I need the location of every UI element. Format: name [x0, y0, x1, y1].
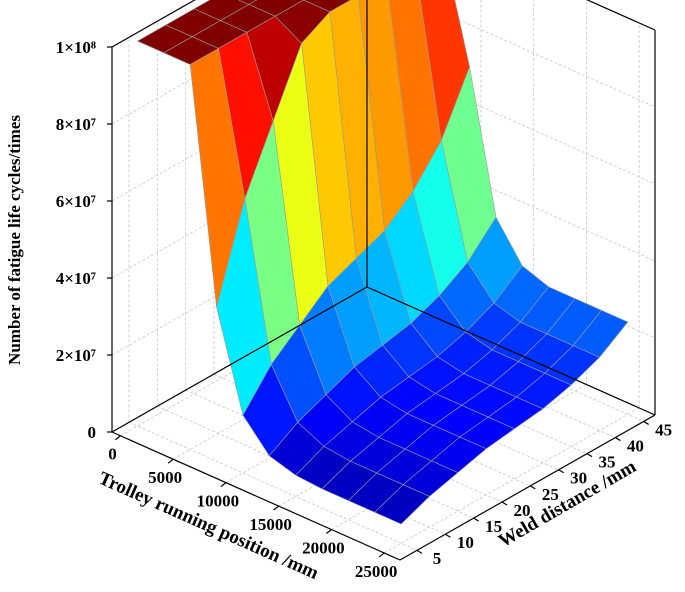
tick-mark — [273, 505, 280, 511]
tick-mark — [586, 453, 593, 458]
axes: 0 5000 10000 15000 20000 25000 5 10 15 20 25 30 35 40… — [56, 0, 672, 581]
z-tick-label: 1×10⁸ — [56, 38, 96, 57]
grid-line — [128, 421, 418, 551]
tick-mark — [615, 437, 621, 442]
x-tick-label: 5000 — [148, 468, 182, 487]
surface-cell — [374, 484, 431, 525]
tick-mark — [558, 469, 564, 474]
y-tick-label: 30 — [570, 469, 587, 488]
x-tick-label: 0 — [108, 445, 117, 464]
tick-mark — [501, 501, 508, 506]
tick-mark — [167, 458, 174, 464]
y-tick-label: 15 — [485, 517, 502, 536]
grid-line — [383, 407, 640, 554]
tick-mark — [378, 552, 385, 558]
z-tick-label: 0 — [88, 423, 97, 442]
x-tick-label: 25000 — [355, 562, 398, 581]
axis-edge — [399, 414, 656, 561]
tick-mark — [326, 529, 332, 534]
x-tick-label: 10000 — [197, 492, 240, 511]
y-tick-label: 5 — [433, 549, 442, 568]
tick-mark — [530, 485, 536, 490]
y-tick-label: 35 — [599, 453, 616, 472]
axis-edge — [111, 286, 368, 433]
tick-mark — [643, 420, 649, 425]
y-tick-label: 10 — [457, 533, 474, 552]
axis-edge — [111, 0, 196, 48]
y-tick-label: 45 — [655, 420, 672, 439]
tick-mark — [115, 435, 121, 441]
tick-mark — [220, 482, 227, 488]
y-tick-label: 40 — [627, 436, 644, 455]
z-axis-title: Number of fatigue life cycles/times — [5, 115, 24, 365]
tick-mark — [445, 533, 451, 538]
tick-mark — [416, 549, 423, 554]
z-tick-label: 8×10⁷ — [56, 115, 96, 134]
x-tick-label: 20000 — [302, 538, 345, 557]
y-tick-label: 20 — [514, 501, 531, 520]
x-tick-label: 15000 — [249, 515, 292, 534]
surface — [136, 0, 629, 525]
axis-edge — [366, 286, 656, 416]
z-tick-label: 6×10⁷ — [56, 192, 96, 211]
tick-mark — [473, 517, 479, 522]
axis-edge — [586, 0, 656, 31]
axis-edge — [111, 431, 401, 561]
z-tick-label: 2×10⁷ — [56, 346, 96, 365]
z-tick-label: 4×10⁷ — [56, 269, 96, 288]
y-tick-label: 25 — [542, 485, 559, 504]
